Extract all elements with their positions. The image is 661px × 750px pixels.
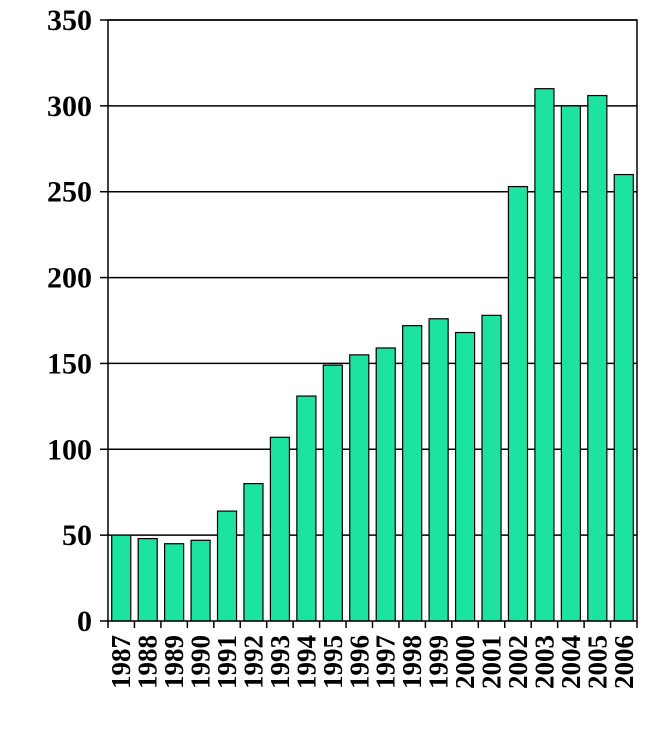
bar-2002 [507,185,529,622]
bar-1999 [428,318,449,622]
y-tick-label-0: 0 [77,605,92,638]
y-tick-label-250: 250 [47,176,92,209]
y-tick-labels: 0 50 100 150 200 250 300 350 [47,4,92,638]
bar-1997 [375,347,396,622]
bar-1996 [349,354,370,622]
bar-2006 [613,173,634,622]
bar-1989 [164,543,185,622]
bar-2004 [560,105,581,622]
x-tick-labels: 1987198819891990199119921993199419951996… [106,635,639,689]
x-tick-label-1990: 1990 [186,635,216,689]
x-tick-label-2003: 2003 [529,635,559,689]
x-tick-label-1987: 1987 [106,635,136,689]
x-tick-label-1988: 1988 [133,635,163,689]
bars [111,88,634,622]
grid-lines [108,19,637,536]
y-tick-label-200: 200 [47,262,92,295]
axes [100,19,638,628]
bar-2003 [534,88,555,622]
bar-1987 [111,534,132,622]
x-tick-label-1997: 1997 [371,635,401,689]
plot-frame [107,19,638,622]
y-tick-label-100: 100 [47,433,92,466]
bar-1990 [190,539,211,622]
x-tick-label-2000: 2000 [450,635,480,689]
x-tick-label-2005: 2005 [582,635,612,689]
x-tick-label-1992: 1992 [238,635,268,689]
bar-1995 [322,364,343,622]
x-tick-label-1995: 1995 [318,635,348,689]
x-tick-label-1996: 1996 [344,635,374,689]
y-tick-label-50: 50 [62,519,92,552]
bar-1993 [269,436,291,622]
y-tick-label-150: 150 [47,347,92,380]
bar-2000 [454,331,476,622]
bar-2001 [481,314,502,622]
bar-1994 [296,395,317,622]
x-tick-label-1998: 1998 [397,635,427,689]
x-tick-label-1991: 1991 [212,635,242,689]
y-tick-label-300: 300 [47,90,92,123]
bar-1988 [137,537,158,622]
y-tick-label-350: 350 [47,4,92,37]
x-tick-label-2002: 2002 [503,635,533,689]
x-tick-label-1989: 1989 [159,635,189,689]
bar-2005 [587,94,608,622]
x-tick-label-1993: 1993 [265,635,295,689]
x-tick-label-2004: 2004 [556,635,586,689]
x-tick-label-2001: 2001 [477,635,507,689]
x-tick-label-1999: 1999 [424,635,454,689]
bar-1991 [216,510,238,622]
x-tick-label-2006: 2006 [609,635,639,689]
bar-1998 [402,325,423,622]
bar-1992 [243,483,264,622]
x-tick-label-1994: 1994 [291,635,321,689]
